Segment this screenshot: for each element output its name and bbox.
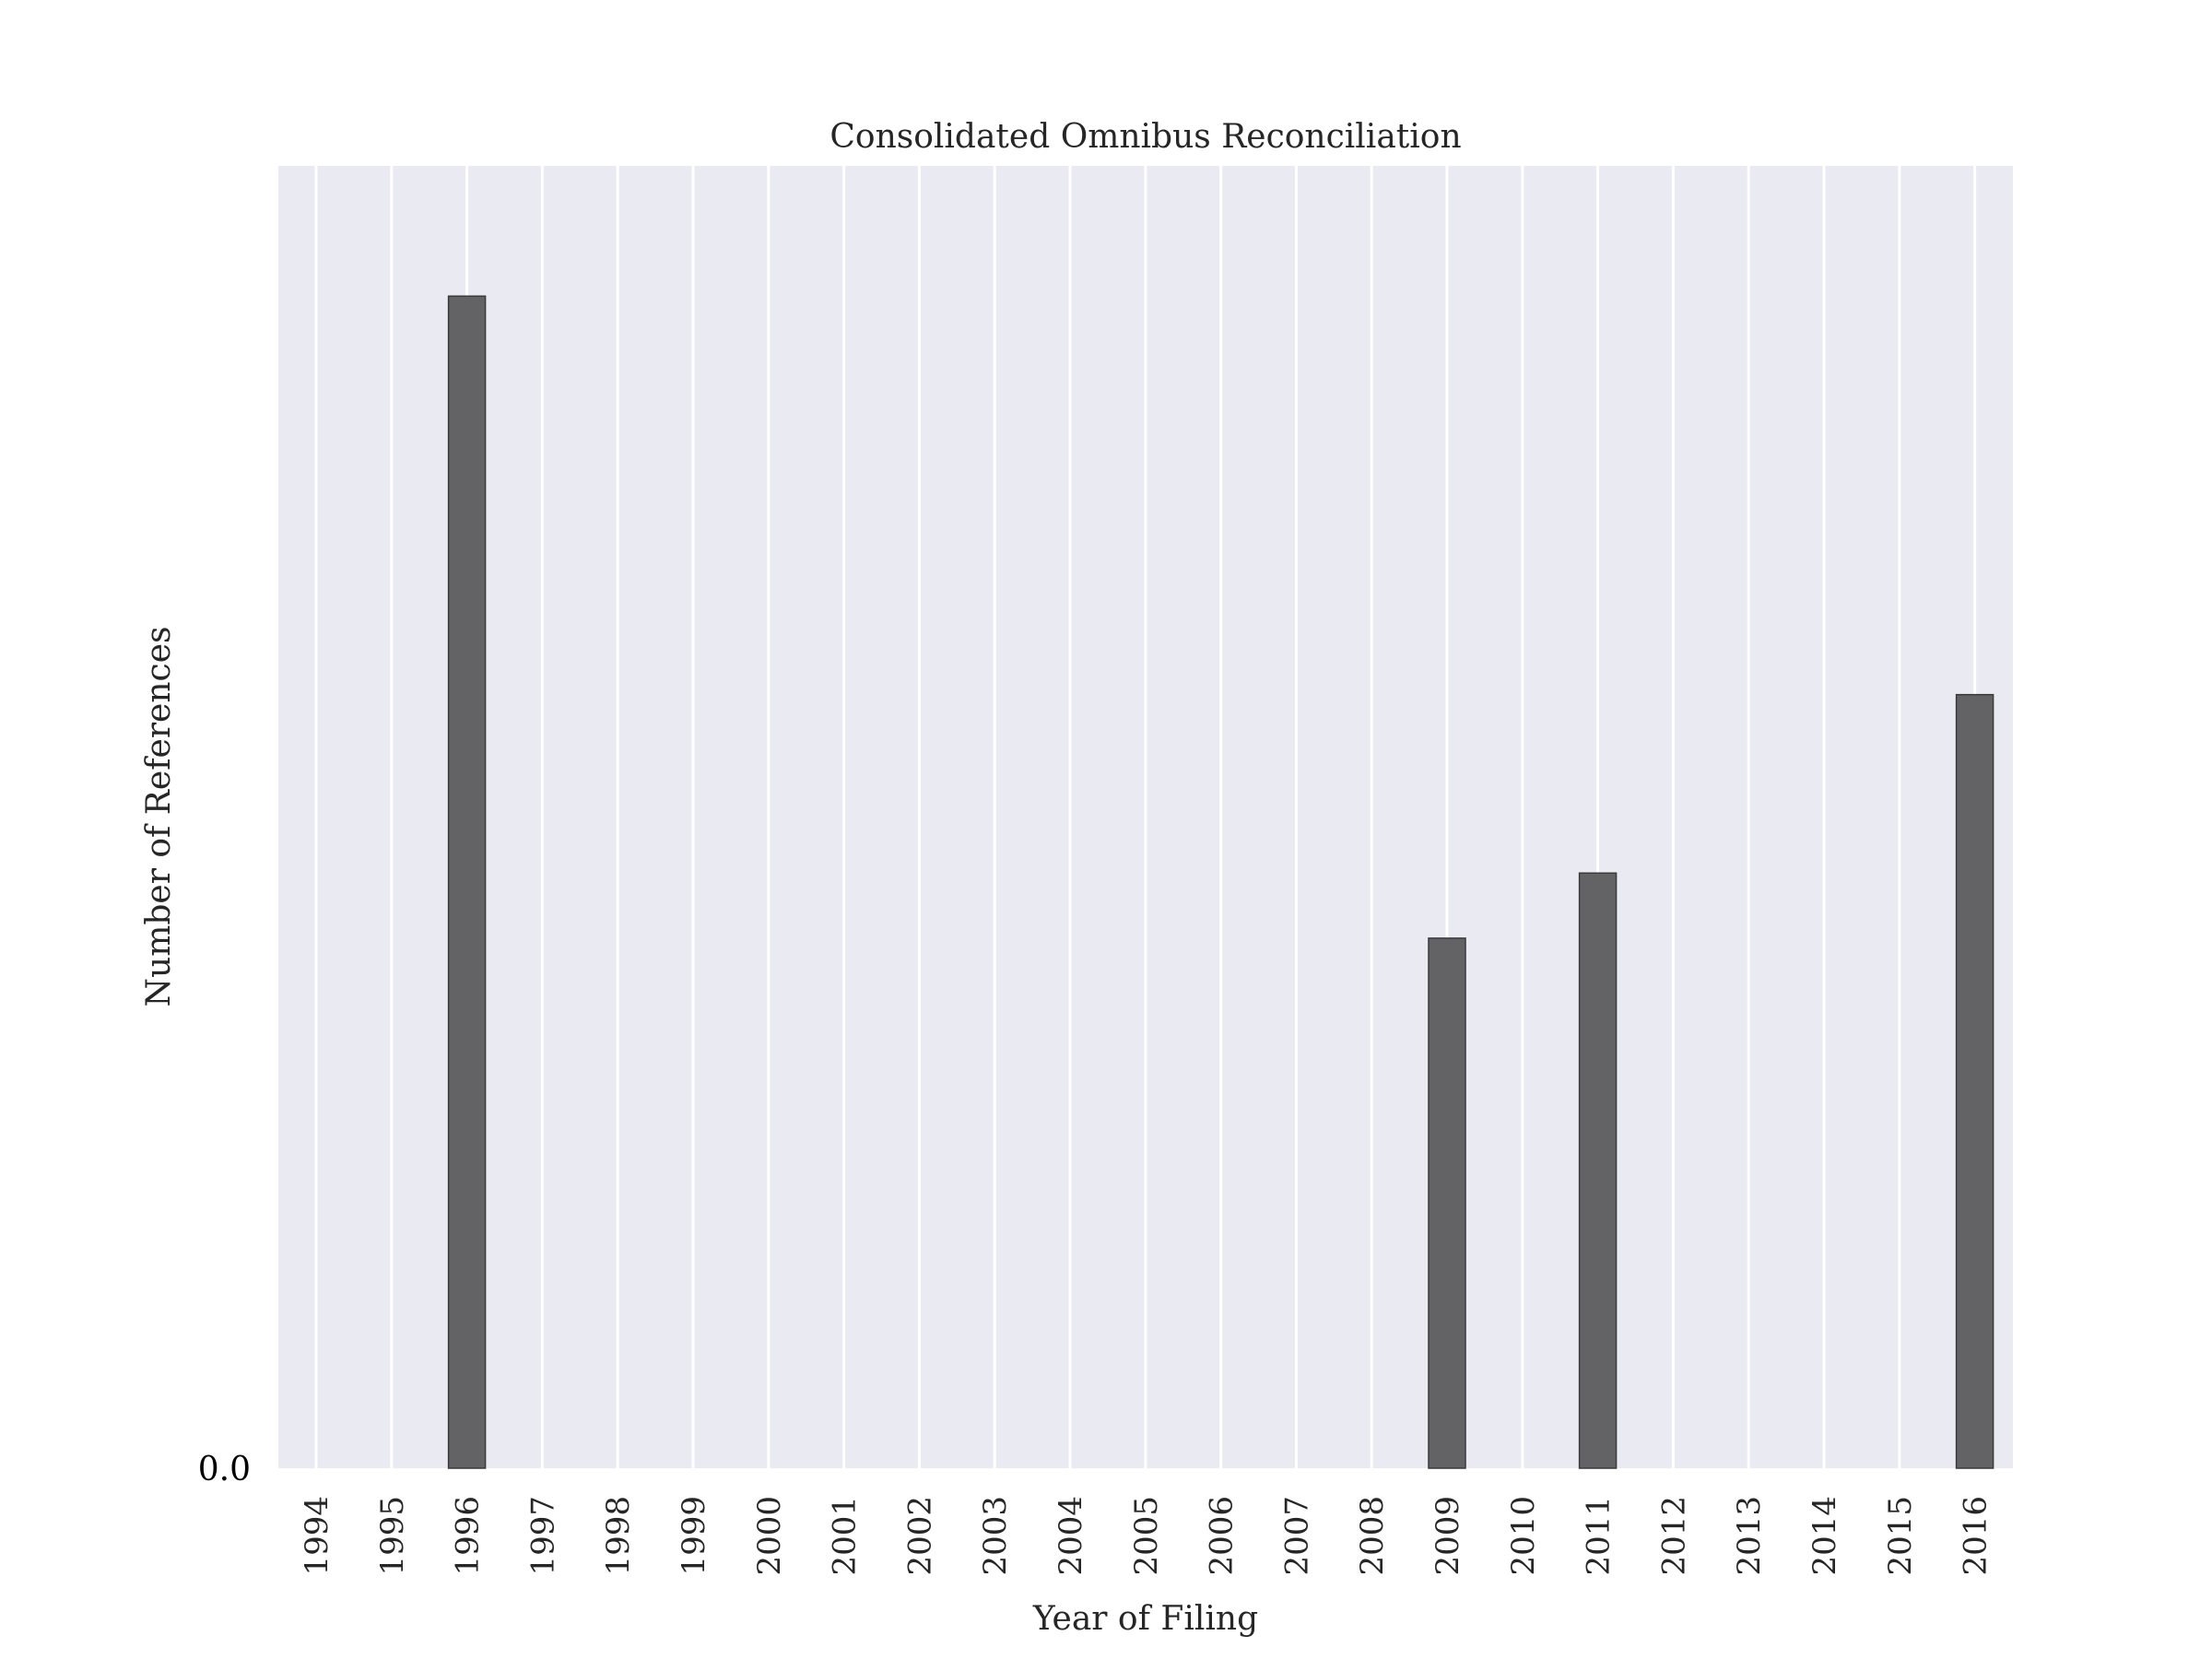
x-tick-2000: 2000	[751, 1496, 788, 1576]
chart-title: Consolidated Omnibus Reconciliation	[830, 118, 1461, 156]
bar-1996	[447, 295, 487, 1469]
bar-2011	[1578, 872, 1618, 1469]
x-tick-2008: 2008	[1354, 1496, 1391, 1576]
x-tick-2015: 2015	[1882, 1496, 1919, 1576]
x-tick-2011: 2011	[1581, 1496, 1618, 1576]
bar-2016	[1955, 693, 1994, 1469]
x-tick-2012: 2012	[1655, 1496, 1692, 1576]
x-tick-2013: 2013	[1731, 1496, 1768, 1576]
x-tick-2009: 2009	[1430, 1496, 1466, 1576]
y-tick-labels: 0.0	[198, 1451, 251, 1488]
x-tick-2010: 2010	[1505, 1496, 1542, 1576]
x-tick-1994: 1994	[299, 1496, 335, 1576]
y-axis-label: Number of References	[140, 627, 178, 1007]
bar-2009	[1428, 937, 1466, 1469]
x-tick-1999: 1999	[676, 1496, 712, 1576]
x-tick-1996: 1996	[450, 1496, 487, 1576]
x-tick-2016: 2016	[1958, 1496, 1994, 1576]
y-tick-0.0: 0.0	[198, 1451, 251, 1488]
x-tick-2005: 2005	[1128, 1496, 1165, 1576]
bars	[447, 295, 1994, 1469]
x-tick-labels: 1994 1995 1996 1997 1998 1999 2000 2001 2002 2003…	[299, 1496, 1994, 1576]
x-tick-2003: 2003	[977, 1496, 1014, 1576]
x-tick-2006: 2006	[1204, 1496, 1241, 1576]
x-tick-1995: 1995	[374, 1496, 411, 1576]
x-tick-2014: 2014	[1806, 1496, 1843, 1576]
x-tick-1997: 1997	[524, 1496, 561, 1576]
x-tick-2004: 2004	[1053, 1496, 1089, 1576]
x-tick-2002: 2002	[901, 1496, 938, 1576]
x-axis-label: Year of Filing	[1032, 1600, 1258, 1638]
x-tick-2007: 2007	[1278, 1496, 1315, 1576]
x-tick-2001: 2001	[827, 1496, 864, 1576]
x-tick-1998: 1998	[600, 1496, 637, 1576]
